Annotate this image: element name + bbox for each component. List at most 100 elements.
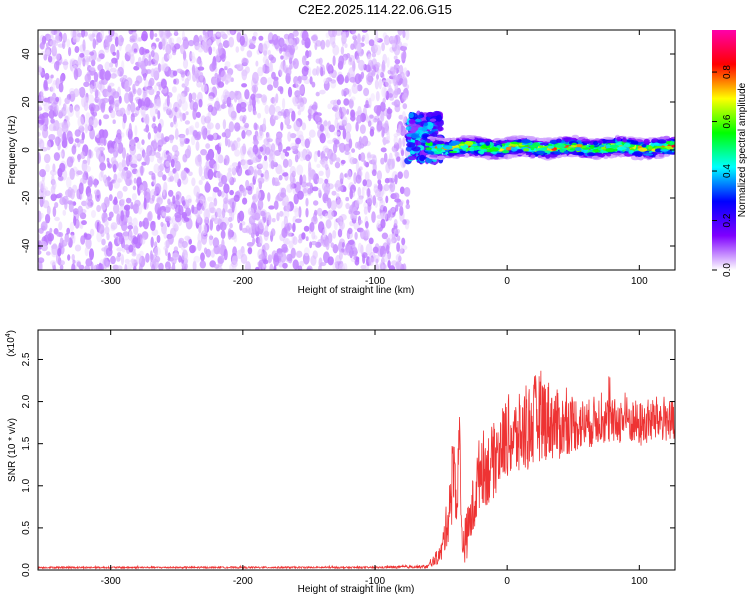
heatmap-cell: [367, 152, 371, 159]
heatmap-cell: [77, 153, 81, 163]
heatmap-cell: [363, 206, 368, 215]
heatmap-cell: [367, 53, 372, 64]
heatmap-cell: [332, 104, 339, 113]
heatmap-cell: [638, 147, 648, 152]
heatmap-cell: [393, 75, 397, 87]
heatmap-cell: [279, 210, 284, 217]
heatmap-cell: [191, 177, 196, 187]
heatmap-cell: [110, 156, 117, 164]
heatmap-cell: [158, 30, 164, 38]
heatmap-cell: [120, 210, 124, 222]
spectrogram-x-tick-label: 100: [631, 276, 648, 287]
heatmap-cell: [294, 207, 300, 218]
heatmap-cell: [124, 204, 131, 211]
heatmap-cell: [521, 139, 531, 144]
heatmap-cell: [320, 66, 324, 77]
heatmap-cell: [348, 67, 355, 79]
heatmap-cell: [84, 246, 89, 257]
snr-x-tick-label: 0: [504, 576, 510, 587]
heatmap-cell: [110, 43, 116, 55]
heatmap-cell: [234, 122, 241, 132]
heatmap-cell: [616, 146, 627, 151]
heatmap-cell: [87, 154, 91, 166]
heatmap-cell: [165, 41, 169, 52]
heatmap-cell: [39, 240, 47, 248]
heatmap-cell: [402, 42, 408, 47]
heatmap-cell: [353, 222, 360, 230]
heatmap-cell: [58, 232, 64, 238]
heatmap-cell: [75, 59, 79, 65]
heatmap-cell: [143, 128, 150, 132]
heatmap-cell: [227, 167, 232, 173]
heatmap-cell: [156, 197, 163, 206]
heatmap-cell: [312, 101, 318, 113]
heatmap-cell: [122, 230, 130, 241]
heatmap-cell: [377, 196, 383, 201]
heatmap-cell: [462, 147, 467, 151]
heatmap-cell: [216, 171, 222, 178]
colorbar-tick-label: 0.0: [722, 263, 733, 277]
heatmap-cell: [291, 110, 296, 122]
heatmap-cell: [364, 33, 370, 45]
heatmap-cell: [88, 55, 92, 63]
heatmap-cell: [333, 139, 340, 145]
snr-frame: [37, 329, 676, 571]
heatmap-cell: [267, 77, 273, 85]
heatmap-cell: [553, 151, 562, 155]
heatmap-cell: [350, 96, 356, 101]
heatmap-cell: [202, 30, 206, 36]
heatmap-cell: [49, 95, 55, 103]
heatmap-cell: [115, 265, 123, 270]
heatmap-cell: [67, 254, 71, 261]
heatmap-cell: [328, 124, 336, 133]
heatmap-cell: [47, 232, 54, 242]
heatmap-cell: [367, 120, 372, 127]
heatmap-cell: [510, 147, 518, 152]
heatmap-cell: [50, 118, 55, 124]
heatmap-cell: [172, 252, 179, 260]
heatmap-cell: [302, 187, 308, 194]
heatmap-cell: [48, 134, 56, 141]
heatmap-cell: [326, 132, 331, 139]
heatmap-cell: [400, 45, 407, 52]
heatmap-cell: [295, 80, 301, 90]
heatmap-cell: [381, 130, 385, 138]
heatmap-cell: [89, 51, 95, 56]
heatmap-cell: [570, 137, 577, 140]
heatmap-cell: [101, 212, 108, 223]
heatmap-cell: [384, 120, 389, 132]
heatmap-cell: [402, 78, 408, 87]
heatmap-cell: [358, 166, 363, 171]
heatmap-cell: [603, 155, 609, 160]
heatmap-cell: [317, 150, 321, 158]
heatmap-cell: [391, 207, 396, 213]
colorbar-tick-label: 0.4: [722, 164, 733, 178]
heatmap-cell: [81, 132, 85, 141]
heatmap-cell: [289, 44, 295, 56]
heatmap-cell: [224, 61, 231, 68]
heatmap-cell: [54, 35, 62, 43]
heatmap-cell: [350, 109, 356, 118]
heatmap-cell: [157, 123, 162, 133]
heatmap-cell: [297, 265, 303, 270]
heatmap-cell: [92, 117, 98, 128]
heatmap-cell: [198, 35, 203, 43]
heatmap-cell: [309, 76, 313, 85]
heatmap-cell: [248, 165, 254, 176]
heatmap-cell: [328, 30, 335, 38]
heatmap-cell: [130, 154, 138, 165]
heatmap-cell: [374, 79, 379, 90]
heatmap-cell: [120, 170, 127, 180]
heatmap-cell: [332, 44, 340, 56]
heatmap-cell: [157, 144, 162, 152]
heatmap-cell: [234, 149, 241, 157]
heatmap-cell: [330, 200, 337, 211]
heatmap-cell: [401, 111, 406, 123]
heatmap-cell: [205, 143, 211, 149]
heatmap-cell: [296, 130, 304, 138]
heatmap-cell: [350, 116, 356, 121]
heatmap-cell: [326, 62, 331, 72]
heatmap-cell: [123, 244, 130, 251]
heatmap-cell: [264, 224, 269, 234]
heatmap-cell: [63, 136, 68, 147]
